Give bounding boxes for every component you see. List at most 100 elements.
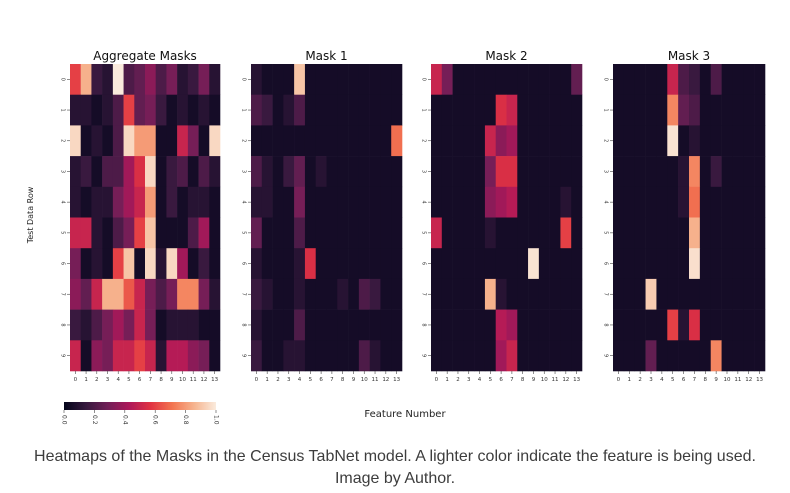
heatmap-cell <box>261 94 273 126</box>
heatmap-cell <box>80 278 92 310</box>
heatmap-cell <box>431 278 443 310</box>
heatmap-cell <box>506 278 518 310</box>
heatmap-cell <box>326 125 338 157</box>
heatmap-cell <box>358 94 370 126</box>
heatmap-cell <box>283 125 295 157</box>
heatmap-cell <box>452 278 464 310</box>
heatmap-cell <box>689 248 701 280</box>
heatmap-cell <box>304 186 317 218</box>
x-tick-label: 3 <box>287 377 291 383</box>
heatmap-cell <box>369 125 381 157</box>
heatmap-cell <box>155 217 167 249</box>
heatmap-cell <box>528 278 540 310</box>
heatmap-cell <box>123 64 135 95</box>
heatmap-cell <box>538 217 550 249</box>
heatmap-cell <box>549 309 561 341</box>
heatmap-cell <box>272 64 284 95</box>
heatmap-cell <box>613 156 625 188</box>
heatmap-cell <box>283 340 295 372</box>
colorbar-tick-label: 0.0 <box>61 415 68 425</box>
heatmap-cell <box>743 309 755 341</box>
heatmap-cell <box>678 64 690 95</box>
heatmap-cell <box>315 94 327 126</box>
heatmap-cell <box>315 340 327 372</box>
heatmap-cell <box>251 64 263 95</box>
panel-title: Mask 1 <box>305 49 347 63</box>
heatmap-cell <box>123 217 135 249</box>
x-tick-label: 9 <box>714 377 718 383</box>
heatmap-cell <box>251 248 263 280</box>
heatmap-cell <box>495 309 507 341</box>
heatmap-cell <box>506 340 518 372</box>
x-tick-label: 10 <box>541 377 548 383</box>
heatmap-cell <box>506 217 518 249</box>
y-tick-label: 8 <box>421 323 427 326</box>
heatmap-cell <box>721 64 733 95</box>
colorbar-tick-label: 0.6 <box>152 415 159 425</box>
heatmap-cell <box>369 156 381 188</box>
heatmap-cell <box>474 64 486 95</box>
heatmap-cell <box>326 217 338 249</box>
y-tick-label: 3 <box>60 170 66 173</box>
x-tick-label: 11 <box>372 377 379 383</box>
heatmap-cell <box>721 156 733 188</box>
heatmap-cell <box>283 64 295 95</box>
heatmap-cell <box>102 217 114 249</box>
heatmap-cell <box>134 156 146 188</box>
heatmap-cell <box>70 309 82 341</box>
heatmap-cell <box>134 309 146 341</box>
heatmap-cell <box>484 278 497 310</box>
heatmap-cell <box>484 309 497 341</box>
heatmap-cell <box>155 309 167 341</box>
heatmap-cell <box>732 64 744 95</box>
heatmap-cell <box>326 278 338 310</box>
y-tick-label: 7 <box>241 293 247 296</box>
heatmap-cell <box>560 125 572 157</box>
y-tick-label: 5 <box>603 231 609 234</box>
heatmap-cell <box>721 125 733 157</box>
heatmap-cell <box>699 186 712 218</box>
heatmap-cell <box>571 186 583 218</box>
y-tick-label: 4 <box>603 201 609 204</box>
heatmap-cell <box>198 186 210 218</box>
heatmap-cell <box>251 278 263 310</box>
heatmap-cell <box>517 309 529 341</box>
heatmap-cell <box>348 125 360 157</box>
heatmap-cell <box>123 186 135 218</box>
heatmap-cell <box>209 156 221 188</box>
heatmap-cell <box>391 248 403 280</box>
y-tick-label: 5 <box>60 231 66 234</box>
heatmap-cell <box>91 340 103 372</box>
heatmap-cell <box>358 186 370 218</box>
heatmap-cell <box>112 340 124 372</box>
heatmap-cell <box>380 248 392 280</box>
x-tick-label: 11 <box>734 377 741 383</box>
x-tick-label: 8 <box>341 377 345 383</box>
heatmap-cell <box>358 217 370 249</box>
heatmap-cell <box>304 309 317 341</box>
heatmap-cell <box>198 94 210 126</box>
y-tick-label: 2 <box>603 139 609 142</box>
x-tick-label: 4 <box>298 377 302 383</box>
heatmap-cell <box>134 125 146 157</box>
heatmap-cell <box>337 186 349 218</box>
heatmap-cell <box>667 248 679 280</box>
heatmap-cell <box>155 248 167 280</box>
heatmap-cell <box>155 340 167 372</box>
y-tick-label: 5 <box>241 231 247 234</box>
heatmap-cell <box>634 340 646 372</box>
heatmap-cell <box>743 217 755 249</box>
heatmap-cell <box>155 186 167 218</box>
heatmap-cell <box>326 340 338 372</box>
heatmap-cell <box>431 340 443 372</box>
heatmap-cell <box>187 340 199 372</box>
heatmap-cell <box>721 278 733 310</box>
heatmap-cell <box>634 309 646 341</box>
x-tick-label: 3 <box>106 377 110 383</box>
heatmap-cell <box>91 64 103 95</box>
heatmap-cell <box>699 309 712 341</box>
heatmap-cell <box>678 217 690 249</box>
y-tick-label: 6 <box>241 262 247 265</box>
colorbar-tick-label: 0.4 <box>121 415 128 425</box>
